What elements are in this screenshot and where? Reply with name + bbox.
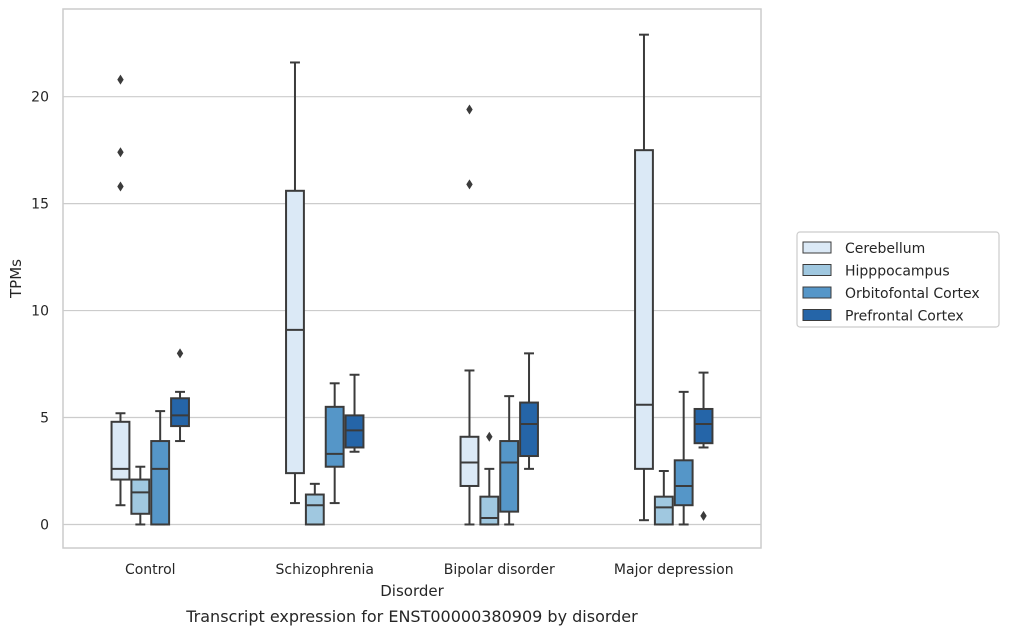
y-tick-label: 20 (31, 90, 49, 106)
box-iqr (110, 420, 131, 481)
x-tick-label: Control (125, 562, 176, 578)
box-iqr (499, 440, 520, 513)
outlier-point (486, 431, 493, 442)
legend: Cerebellum Hipppocampus Orbitofontal Corte… (796, 231, 1000, 328)
box-iqr (653, 495, 674, 526)
box-hipppocampus (479, 431, 500, 526)
legend-swatch (802, 286, 832, 299)
outlier-point (117, 147, 124, 158)
box-orbitofontal-cortex (499, 395, 520, 526)
box-iqr (693, 407, 714, 445)
box-cerebellum (459, 104, 480, 526)
y-tick-label: 15 (31, 197, 49, 213)
outlier-point (700, 510, 707, 521)
box-cerebellum (285, 61, 305, 505)
y-tick-labels: 0 5 10 15 20 (31, 90, 49, 534)
box-iqr (673, 459, 694, 507)
box-prefrontal-cortex (519, 352, 539, 470)
outlier-point (117, 181, 124, 192)
box-cerebellum (110, 74, 131, 507)
box-orbitofontal-cortex (673, 390, 694, 526)
box-cerebellum (634, 33, 654, 522)
y-tick-label: 0 (40, 517, 49, 533)
legend-swatch (802, 264, 832, 276)
outlier-point (466, 179, 473, 190)
legend-swatch (802, 241, 832, 254)
box-iqr (479, 495, 500, 526)
box-iqr (170, 397, 190, 428)
plot-frame (62, 8, 762, 549)
legend-frame (796, 231, 1000, 328)
box-iqr (519, 401, 539, 458)
box-iqr (344, 414, 365, 449)
box-prefrontal-cortex (344, 373, 365, 453)
outlier-point (176, 348, 184, 359)
box-orbitofontal-cortex (150, 410, 171, 526)
y-tick-label: 10 (31, 304, 49, 320)
box-hipppocampus (304, 482, 325, 526)
legend-label: Orbitofontal Cortex (845, 286, 980, 302)
outlier-point (466, 104, 473, 115)
legend-label: Hipppocampus (845, 264, 950, 280)
box-iqr (150, 440, 171, 526)
legend-swatch (802, 309, 832, 321)
x-tick-label: Schizophrenia (276, 562, 374, 578)
box-orbitofontal-cortex (324, 382, 345, 505)
legend-label: Cerebellum (845, 241, 925, 257)
y-tick-label: 5 (40, 411, 49, 427)
x-tick-label: Bipolar disorder (444, 562, 555, 578)
box-prefrontal-cortex (693, 371, 714, 521)
y-axis-label: TPMs (7, 259, 25, 299)
x-tick-label: Major depression (614, 562, 734, 578)
x-tick-labels: Control Schizophrenia Bipolar disorder Majo… (125, 562, 734, 578)
legend-label: Prefrontal Cortex (845, 309, 964, 325)
box-iqr (304, 493, 325, 526)
box-prefrontal-cortex (170, 348, 190, 443)
box-iqr (130, 478, 151, 515)
box-hipppocampus (653, 470, 674, 526)
box-hipppocampus (130, 465, 151, 526)
outlier-point (117, 74, 124, 85)
box-iqr (324, 405, 345, 468)
box-iqr (285, 189, 305, 475)
chart-caption: Transcript expression for ENST0000038090… (185, 607, 638, 626)
x-axis-label: Disorder (380, 582, 444, 600)
boxes (110, 33, 714, 526)
box-iqr (459, 435, 480, 487)
box-iqr (634, 149, 654, 470)
